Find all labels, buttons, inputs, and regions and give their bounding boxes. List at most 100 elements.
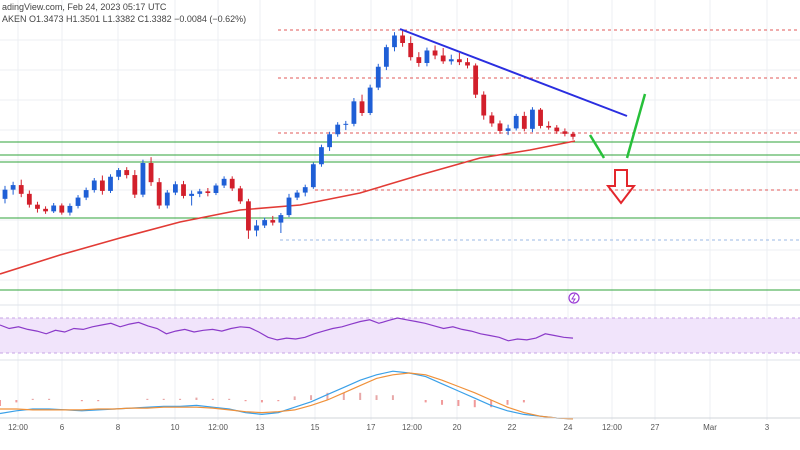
- candle-body-32: [262, 220, 268, 226]
- x-tick-label-5: 13: [256, 423, 265, 432]
- x-tick-label-0: 12:00: [8, 423, 29, 432]
- candle-body-29: [237, 188, 243, 202]
- macd-panel: [0, 370, 574, 420]
- x-tick-label-10: 22: [508, 423, 517, 432]
- candle-body-48: [392, 35, 397, 48]
- lightning-badge-icon: [568, 292, 580, 304]
- candle-body-61: [497, 123, 503, 131]
- candle-body-22: [181, 184, 186, 196]
- candle-body-54: [440, 55, 446, 62]
- candle-body-50: [408, 43, 414, 58]
- candle-body-12: [99, 180, 105, 191]
- lightning-bolt-icon: [571, 293, 576, 303]
- x-tick-label-12: 12:00: [602, 423, 623, 432]
- candle-body-66: [538, 109, 543, 126]
- price-levels: [0, 29, 800, 291]
- candle-body-36: [294, 192, 300, 198]
- candle-body-67: [546, 125, 552, 128]
- candle-body-10: [83, 190, 89, 198]
- x-tick-label-11: 24: [564, 423, 573, 432]
- rsi-band: [0, 318, 800, 353]
- candle-body-62: [505, 128, 511, 131]
- candle-body-24: [197, 191, 203, 194]
- candle-body-17: [140, 163, 146, 195]
- candle-body-55: [448, 59, 454, 62]
- candle-body-34: [278, 215, 284, 223]
- candle-body-0: [2, 189, 8, 199]
- chart-header-ohlc: AKEN O1.3473 H1.3501 L1.3382 C1.3382 −0.…: [2, 14, 246, 24]
- candle-body-26: [213, 185, 219, 193]
- rsi-line: [0, 317, 574, 342]
- candle-body-27: [221, 178, 227, 186]
- candle-body-16: [132, 175, 138, 195]
- x-tick-label-6: 15: [311, 423, 320, 432]
- candle-body-28: [229, 178, 235, 189]
- candle-body-6: [51, 205, 57, 212]
- x-tick-label-7: 17: [367, 423, 376, 432]
- descending-trend-line: [399, 28, 628, 117]
- sma-line-group: [0, 140, 576, 275]
- x-tick-label-8: 12:00: [402, 423, 423, 432]
- candle-body-18: [148, 163, 154, 183]
- candle-body-25: [205, 191, 211, 193]
- x-tick-label-13: 27: [651, 423, 660, 432]
- candle-body-15: [124, 170, 130, 176]
- candle-body-43: [351, 101, 357, 124]
- candle-body-30: [246, 201, 251, 231]
- candle-body-47: [383, 47, 389, 67]
- x-axis: 12:00 6 8 10 12:00 13 15 17 12:00 20 22 24 12:00 27 Ma…: [0, 417, 800, 432]
- candle-body-63: [513, 115, 519, 129]
- chart-header-source: adingView.com, Feb 24, 2023 05:17 UTC: [2, 2, 167, 12]
- candle-body-11: [91, 180, 97, 191]
- x-tick-label-4: 12:00: [208, 423, 229, 432]
- candle-body-58: [473, 65, 479, 95]
- x-tick-label-14: Mar: [703, 423, 717, 432]
- candle-body-65: [530, 109, 535, 129]
- candle-body-52: [424, 50, 430, 63]
- candle-body-70: [570, 133, 576, 137]
- candle-body-46: [375, 66, 381, 88]
- candle-body-42: [343, 123, 349, 125]
- candle-body-2: [18, 185, 24, 194]
- candle-body-68: [554, 127, 560, 132]
- candle-body-35: [286, 197, 292, 216]
- candle-body-59: [481, 94, 487, 116]
- candle-body-49: [400, 35, 405, 43]
- bullish-path-down-leg: [588, 134, 606, 159]
- candles: [2, 29, 576, 239]
- candle-body-3: [26, 193, 32, 205]
- x-tick-label-1: 6: [60, 423, 65, 432]
- candle-body-21: [173, 184, 178, 193]
- macd-line: [0, 370, 574, 420]
- candle-body-23: [189, 193, 195, 196]
- candle-body-13: [108, 176, 113, 191]
- bearish-down-arrow-icon: [605, 169, 637, 205]
- bullish-path-up-leg: [625, 93, 647, 159]
- rsi-panel: [0, 317, 800, 354]
- candle-body-1: [10, 185, 16, 190]
- candle-body-8: [67, 205, 73, 213]
- candle-body-31: [254, 225, 259, 231]
- x-tick-label-9: 20: [453, 423, 462, 432]
- sma-100-line: [0, 140, 576, 275]
- candle-body-38: [310, 164, 316, 188]
- candle-body-45: [367, 87, 373, 113]
- candle-body-4: [35, 204, 40, 209]
- candle-body-57: [465, 62, 470, 66]
- candle-body-41: [335, 124, 341, 135]
- candle-body-44: [359, 101, 365, 113]
- candle-body-20: [164, 192, 170, 206]
- candle-body-64: [521, 115, 527, 129]
- candle-body-69: [562, 131, 568, 134]
- candle-body-7: [59, 205, 65, 213]
- macd-signal-line: [0, 372, 574, 420]
- annotations: [568, 93, 647, 304]
- x-tick-label-3: 10: [171, 423, 180, 432]
- candle-body-40: [327, 134, 332, 148]
- candle-body-37: [302, 187, 308, 193]
- candle-body-5: [43, 208, 48, 212]
- candle-body-19: [156, 182, 162, 206]
- candle-body-53: [432, 50, 438, 56]
- x-tick-label-2: 8: [116, 423, 121, 432]
